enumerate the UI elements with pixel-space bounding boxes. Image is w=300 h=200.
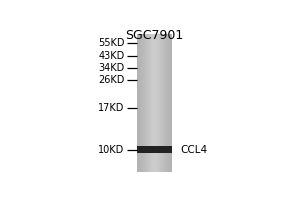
Bar [137, 146, 172, 153]
Text: CCL4: CCL4 [181, 145, 208, 155]
Text: 55KD: 55KD [98, 38, 125, 48]
Text: 43KD: 43KD [98, 51, 125, 61]
Text: 10KD: 10KD [98, 145, 125, 155]
Text: 26KD: 26KD [98, 75, 125, 85]
Text: 34KD: 34KD [98, 63, 125, 73]
Text: SGC7901: SGC7901 [124, 29, 183, 42]
Text: 17KD: 17KD [98, 103, 125, 113]
